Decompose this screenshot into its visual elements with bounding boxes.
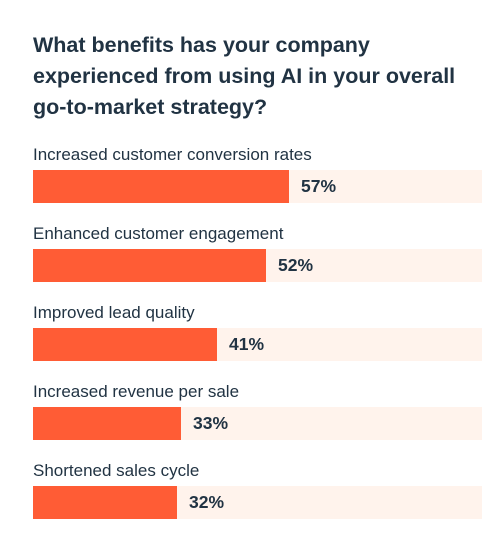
bar-label: Increased customer conversion rates [33,145,312,164]
bar [33,170,289,203]
bar-label: Enhanced customer engagement [33,224,284,243]
chart-title: What benefits has your company experienc… [33,33,456,119]
bar-value-label: 33% [193,413,229,433]
bar-label: Shortened sales cycle [33,461,200,480]
bar-track: 52% [33,249,482,282]
bar-track: 32% [33,486,482,519]
bar-value-label: 41% [229,334,265,354]
bar [33,328,217,361]
bar-value-label: 32% [189,492,225,512]
bar-track: 33% [33,407,482,440]
bar-track: 41% [33,328,482,361]
bar [33,486,177,519]
bar-label: Improved lead quality [33,303,195,322]
bar [33,407,181,440]
bar-value-label: 57% [301,176,337,196]
bar [33,249,266,282]
bar-track: 57% [33,170,482,203]
bar-value-label: 52% [278,255,314,275]
bar-label: Increased revenue per sale [33,382,240,401]
